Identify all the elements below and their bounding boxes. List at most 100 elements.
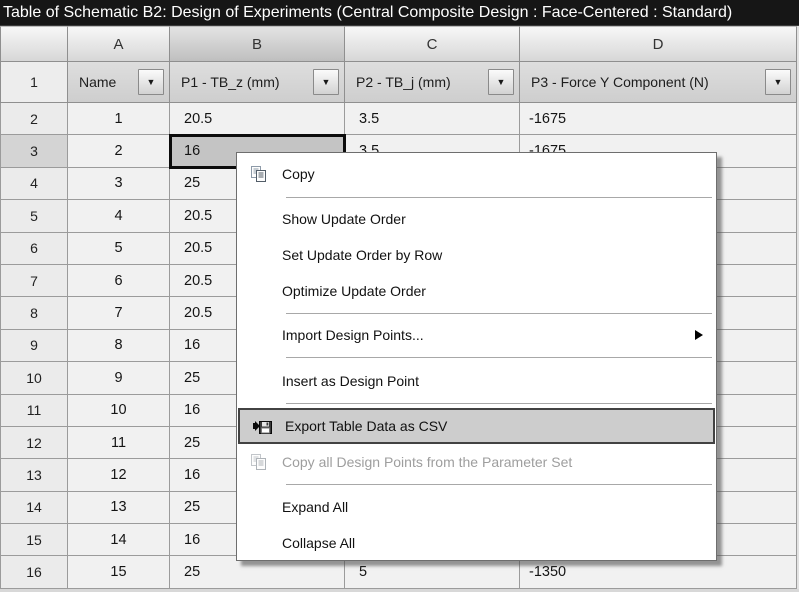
menu-separator (237, 480, 716, 488)
column-header-label: A (113, 35, 124, 53)
menu-item-copy[interactable]: Copy (237, 155, 716, 193)
cell-a16[interactable]: 15 (68, 556, 170, 589)
menu-item-expand-all[interactable]: Expand All (237, 488, 716, 525)
column-header-label: B (251, 35, 262, 53)
column-header-b[interactable]: B (170, 26, 345, 62)
row-header-12[interactable]: 12 (0, 426, 68, 460)
cell-a15[interactable]: 14 (68, 524, 170, 557)
menu-item-optimize-update-order[interactable]: Optimize Update Order (237, 273, 716, 309)
row-header-10[interactable]: 10 (0, 362, 68, 395)
copy-icon (237, 165, 281, 183)
table-right-margin (797, 26, 799, 589)
corner-cell[interactable] (0, 26, 68, 62)
filter-button-p1[interactable]: ▼ (313, 69, 339, 95)
menu-item-label: Expand All (282, 498, 349, 515)
param-header-p3[interactable]: P3 - Force Y Component (N) ▼ (520, 62, 797, 103)
cell-a7[interactable]: 6 (68, 264, 170, 298)
row-header-9[interactable]: 9 (0, 329, 68, 363)
row-header-5[interactable]: 5 (0, 200, 68, 233)
dropdown-arrow-icon: ▼ (146, 77, 156, 87)
menu-separator-line (286, 403, 712, 404)
menu-item-label: Set Update Order by Row (282, 247, 443, 263)
menu-item-collapse-all[interactable]: Collapse All (237, 525, 716, 560)
param-header-p2[interactable]: P2 - TB_j (mm) ▼ (345, 62, 520, 103)
cell-a5[interactable]: 4 (68, 200, 170, 233)
row-header-8[interactable]: 8 (0, 297, 68, 330)
copy-icon (237, 453, 281, 471)
row-header-4[interactable]: 4 (0, 167, 68, 201)
row-header-6[interactable]: 6 (0, 232, 68, 265)
menu-item-insert-as-design-point[interactable]: Insert as Design Point (237, 362, 716, 399)
menu-item-label: Optimize Update Order (282, 283, 426, 299)
menu-item-import-design-points[interactable]: Import Design Points... (237, 317, 716, 353)
param-header-label: P3 - Force Y Component (N) (531, 74, 709, 90)
dropdown-arrow-icon: ▼ (496, 77, 506, 87)
parameter-header-row: 1 Name ▼ P1 - TB_z (mm) ▼ P2 - TB_j (mm) ▼ P3 -… (0, 62, 797, 103)
param-header-label: Name (79, 74, 117, 90)
cell-a6[interactable]: 5 (68, 232, 170, 265)
cell-c16[interactable]: 5 (345, 556, 520, 589)
menu-item-label: Collapse All (282, 534, 356, 551)
column-letters-row: A B C D (0, 26, 797, 62)
cell-d2[interactable]: -1675 (520, 103, 797, 136)
column-header-a[interactable]: A (68, 26, 170, 62)
menu-item-label: Import Design Points... (282, 327, 424, 343)
menu-item-label: Show Update Order (282, 211, 406, 227)
row-header-7[interactable]: 7 (0, 264, 68, 298)
cell-d16[interactable]: -1350 (520, 556, 797, 589)
cell-a9[interactable]: 8 (68, 329, 170, 363)
filter-button-p2[interactable]: ▼ (488, 69, 514, 95)
filter-button-p3[interactable]: ▼ (765, 69, 791, 95)
menu-separator (237, 193, 716, 201)
dropdown-arrow-icon: ▼ (321, 77, 331, 87)
menu-item-label: Copy (282, 166, 315, 182)
dropdown-arrow-icon: ▼ (773, 77, 783, 87)
cell-a2[interactable]: 1 (68, 103, 170, 136)
cell-b2[interactable]: 20.5 (170, 103, 345, 136)
cell-a12[interactable]: 11 (68, 426, 170, 460)
menu-item-show-update-order[interactable]: Show Update Order (237, 201, 716, 237)
param-header-p1[interactable]: P1 - TB_z (mm) ▼ (170, 62, 345, 103)
cell-a3[interactable]: 2 (68, 135, 170, 168)
menu-item-set-update-order-by-row[interactable]: Set Update Order by Row (237, 237, 716, 273)
cell-a14[interactable]: 13 (68, 491, 170, 525)
column-header-c[interactable]: C (345, 26, 520, 62)
column-header-label: D (652, 35, 664, 53)
cell-a8[interactable]: 7 (68, 297, 170, 330)
row-header-13[interactable]: 13 (0, 459, 68, 492)
cell-a13[interactable]: 12 (68, 459, 170, 492)
cell-b16[interactable]: 25 (170, 556, 345, 589)
row-header-11[interactable]: 11 (0, 394, 68, 427)
menu-item-export-table-data-as-csv[interactable]: Export Table Data as CSV (238, 408, 715, 444)
menu-separator (237, 399, 716, 408)
cell-c2[interactable]: 3.5 (345, 103, 520, 136)
row-header-15[interactable]: 15 (0, 524, 68, 557)
param-header-name[interactable]: Name ▼ (68, 62, 170, 103)
table-bottom-margin (0, 589, 799, 592)
param-header-label: P1 - TB_z (mm) (181, 74, 280, 90)
menu-separator (237, 353, 716, 362)
row-header-16[interactable]: 16 (0, 556, 68, 589)
context-menu: Copy Show Update Order Set Update Order by… (236, 152, 717, 561)
menu-item-label: Export Table Data as CSV (285, 418, 448, 434)
cell-a10[interactable]: 9 (68, 362, 170, 395)
row-header-2[interactable]: 2 (0, 103, 68, 136)
table-row: 16 15 25 5 -1350 (0, 556, 797, 589)
column-header-label: C (426, 35, 438, 53)
column-header-d[interactable]: D (520, 26, 797, 62)
menu-item-label: Insert as Design Point (282, 372, 419, 389)
filter-button-name[interactable]: ▼ (138, 69, 164, 95)
row-header-14[interactable]: 14 (0, 491, 68, 525)
menu-separator-line (286, 312, 712, 314)
row-header-3[interactable]: 3 (0, 135, 68, 168)
cell-a11[interactable]: 10 (68, 394, 170, 427)
menu-separator-line (286, 483, 712, 485)
menu-separator-line (286, 357, 712, 358)
row-header-1[interactable]: 1 (0, 62, 68, 103)
table-row: 2 1 20.5 3.5 -1675 (0, 103, 797, 136)
cell-a4[interactable]: 3 (68, 167, 170, 201)
submenu-arrow-icon (695, 330, 703, 340)
export-csv-icon (240, 417, 284, 435)
window-title: Table of Schematic B2: Design of Experim… (0, 0, 799, 26)
